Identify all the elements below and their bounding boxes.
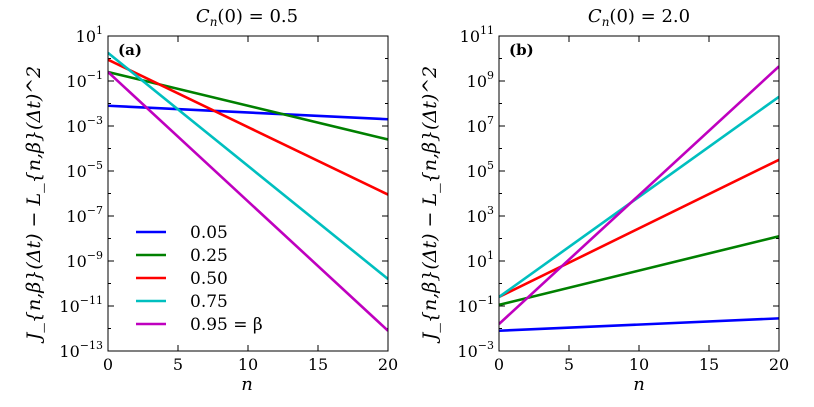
series-line-0.05	[499, 317, 779, 333]
ytick-label: 1011	[460, 24, 494, 46]
axes-frame-a	[107, 35, 389, 352]
series-line-0.75	[108, 51, 388, 281]
ytick-label: 10−1	[66, 69, 103, 91]
legend-label: 0.50	[190, 269, 228, 289]
series-line-0.95	[499, 65, 779, 325]
ytick-label: 10−13	[59, 339, 103, 361]
xtick-label: 0	[103, 355, 113, 374]
xtick-label: 20	[769, 355, 789, 374]
ytick-label: 103	[467, 204, 494, 226]
xtick-label: 5	[173, 355, 183, 374]
panel-a-label: (a)	[118, 41, 142, 59]
ytick-label: 10−9	[66, 249, 103, 271]
panel-b-label: (b)	[509, 41, 534, 59]
series-line-0.25	[499, 234, 779, 307]
axes-frame-b	[498, 35, 780, 352]
xtick-label: 10	[238, 355, 258, 374]
panel-a-ylabel: J_{n,β}(Δt) − L_{n,β}(Δt)^2	[23, 66, 45, 344]
ytick-label: 105	[467, 159, 494, 181]
legend-label: 0.05	[190, 223, 228, 243]
panel-a-title: Cn(0) = 0.5	[196, 6, 298, 29]
legend: 0.05 0.25 0.50 0.75 0.95 = β	[136, 223, 263, 335]
xtick-label: 0	[494, 355, 504, 374]
ytick-label: 10−3	[457, 339, 494, 361]
panel-a: Cn(0) = 0.5 J_{n,β}(Δt) − L_{n,β}(Δt)^2 …	[23, 6, 398, 395]
legend-label: 0.95 = β	[190, 315, 263, 335]
panel-a-xlabel: n	[241, 374, 253, 395]
xtick-label: 15	[699, 355, 719, 374]
series-line-0.05	[108, 104, 388, 121]
panel-b-title: Cn(0) = 2.0	[588, 6, 690, 29]
ytick-label: 107	[467, 114, 494, 136]
svg-text:J_{n,β}(Δt) − L_{n,β}(Δt)^2: J_{n,β}(Δt) − L_{n,β}(Δt)^2	[23, 66, 45, 344]
ytick-label: 10−3	[66, 114, 103, 136]
series-line-0.50	[499, 158, 779, 299]
xtick-label: 5	[564, 355, 574, 374]
panel-b: Cn(0) = 2.0 J_{n,β}(Δt) − L_{n,β}(Δt)^2 …	[419, 6, 789, 395]
ytick-label: 109	[467, 69, 494, 91]
ytick-label: 10−5	[66, 159, 103, 181]
xtick-label: 20	[378, 355, 398, 374]
xtick-label: 10	[629, 355, 649, 374]
xtick-label: 15	[308, 355, 328, 374]
ytick-label: 10−1	[457, 294, 494, 316]
series-line-0.25	[108, 70, 388, 141]
legend-label: 0.75	[190, 292, 228, 312]
svg-text:J_{n,β}(Δt) − L_{n,β}(Δt)^2: J_{n,β}(Δt) − L_{n,β}(Δt)^2	[419, 66, 441, 344]
legend-label: 0.25	[190, 246, 228, 266]
ytick-label: 10−11	[59, 294, 103, 316]
ytick-label: 101	[76, 24, 103, 46]
series-line-0.95	[108, 71, 388, 332]
panel-b-xlabel: n	[633, 374, 645, 395]
panel-b-ylabel: J_{n,β}(Δt) − L_{n,β}(Δt)^2	[419, 66, 441, 344]
ytick-label: 101	[467, 249, 494, 271]
series-line-0.50	[108, 58, 388, 196]
ytick-label: 10−7	[66, 204, 103, 226]
